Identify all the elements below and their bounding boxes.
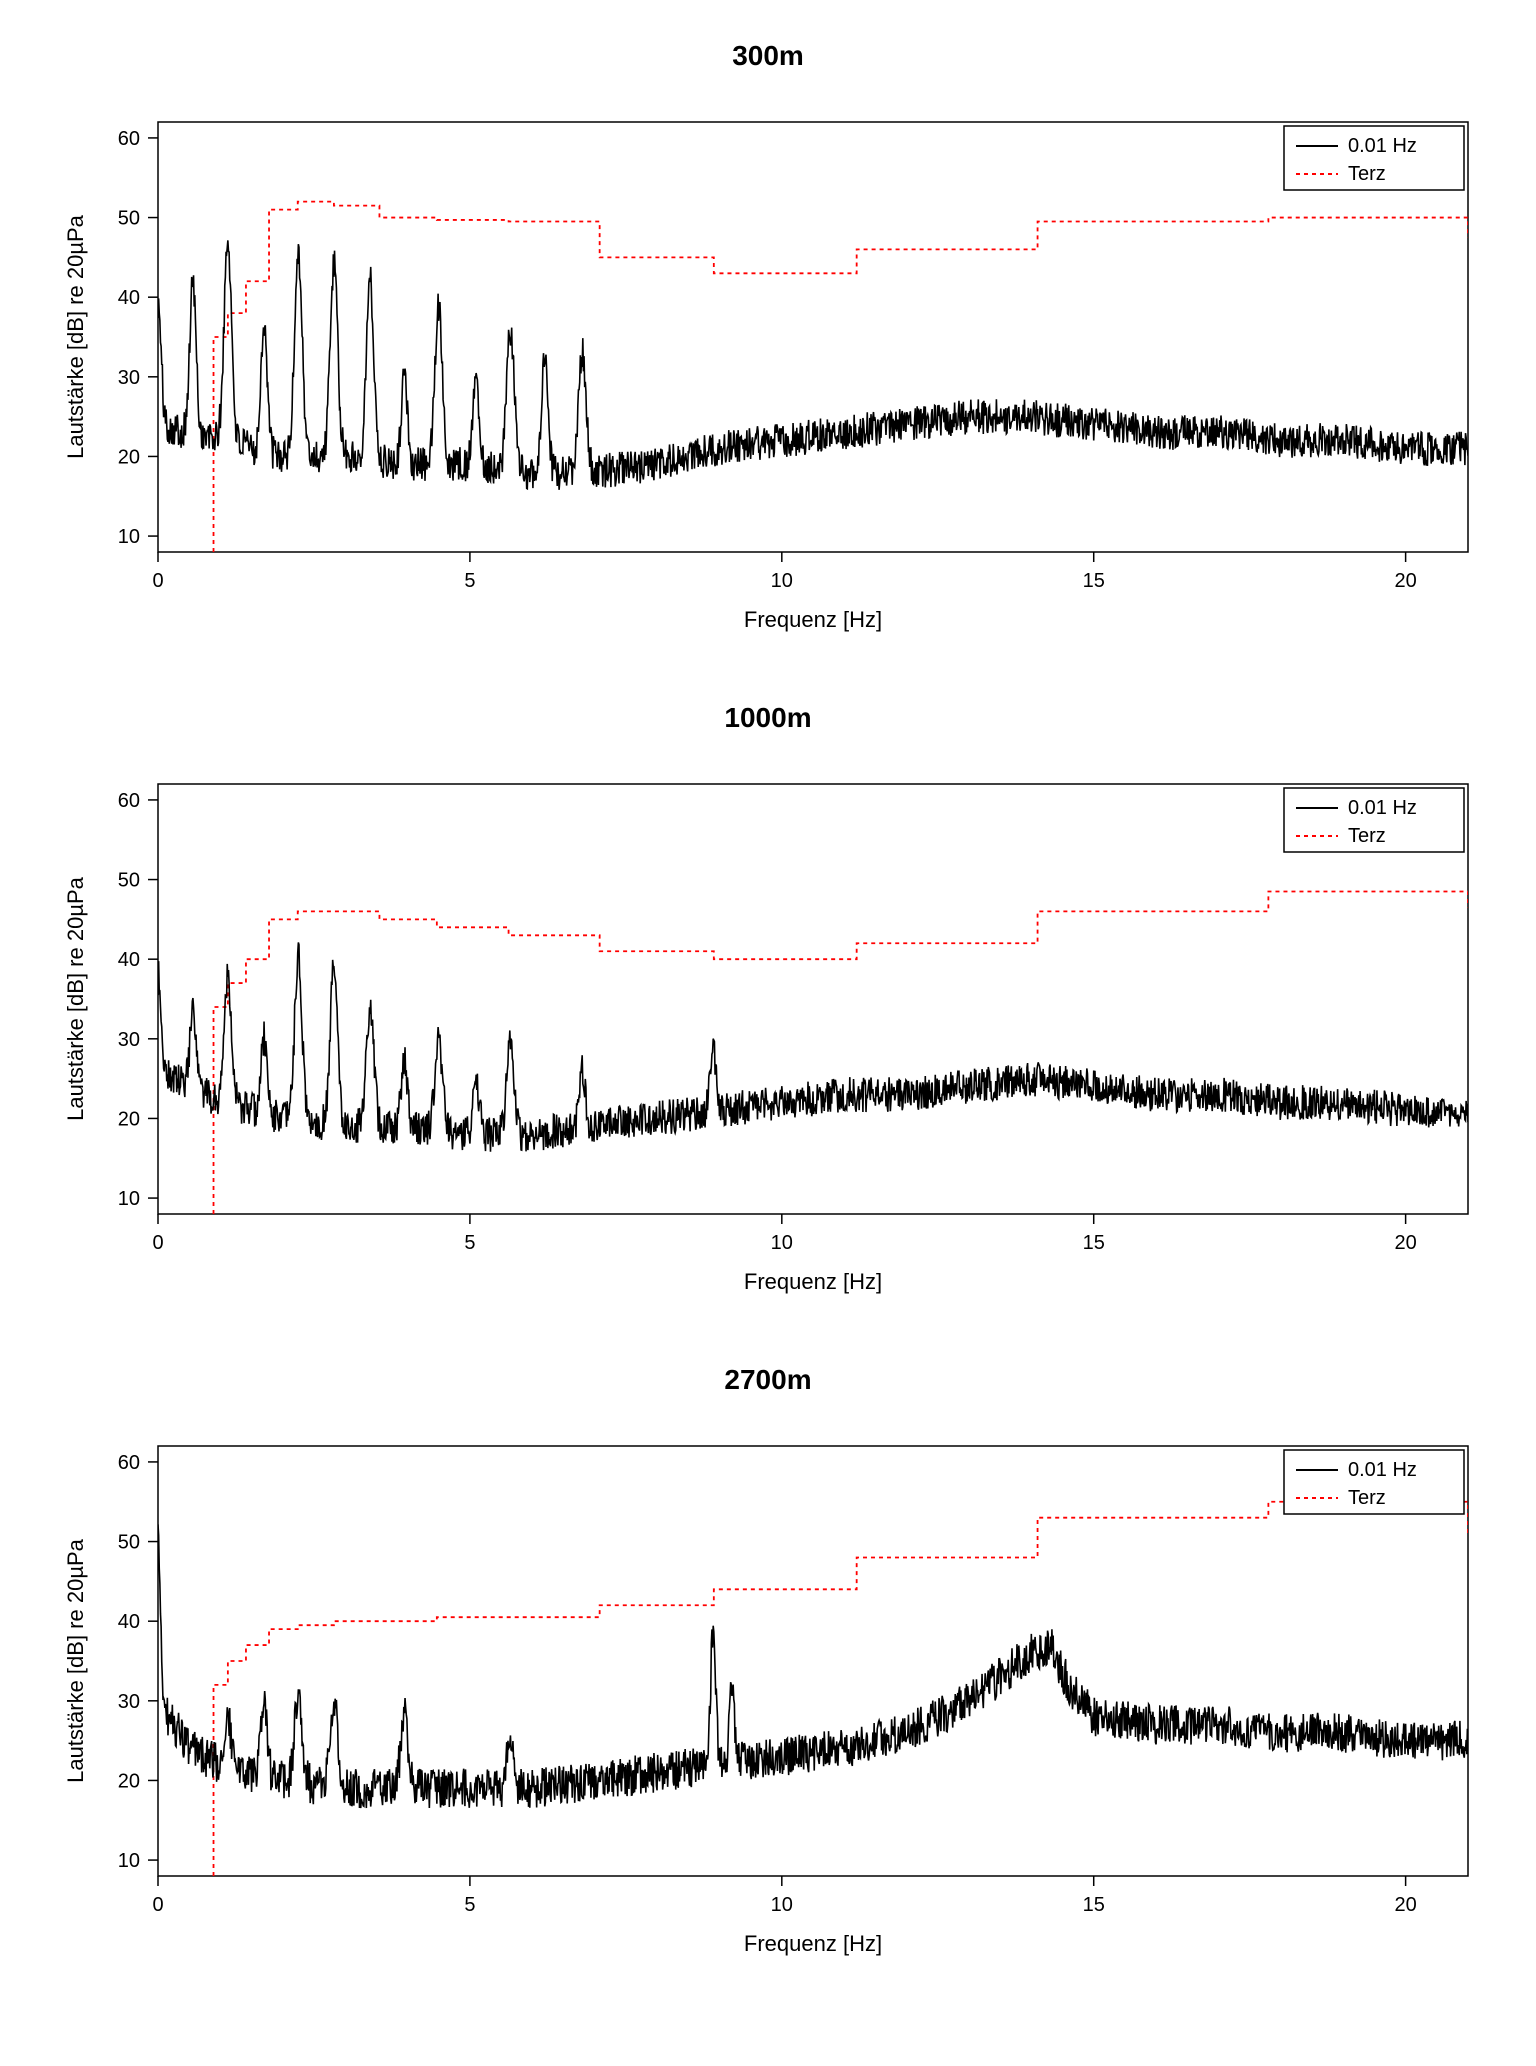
x-axis-label: Frequenz [Hz] [744, 1931, 882, 1956]
svg-text:40: 40 [118, 949, 140, 971]
x-axis-label: Frequenz [Hz] [744, 1269, 882, 1294]
chart-panel: 300m 0 5 10 15 20 10 20 30 40 50 60 Frequenz [Hz] Lau… [20, 40, 1516, 652]
spectrum-line [158, 240, 1468, 489]
svg-text:20: 20 [1394, 1232, 1416, 1254]
svg-text:0: 0 [152, 1232, 163, 1254]
terz-line [214, 1502, 1468, 1876]
legend: 0.01 Hz Terz [1284, 126, 1464, 190]
svg-text:10: 10 [118, 1188, 140, 1210]
svg-text:0.01 Hz: 0.01 Hz [1348, 135, 1417, 157]
chart-svg: 0 5 10 15 20 10 20 30 40 50 60 Frequenz [Hz] Lautstä… [38, 92, 1498, 652]
svg-text:10: 10 [771, 1894, 793, 1916]
x-axis-label: Frequenz [Hz] [744, 607, 882, 632]
legend: 0.01 Hz Terz [1284, 1450, 1464, 1514]
svg-text:20: 20 [118, 446, 140, 468]
svg-text:60: 60 [118, 128, 140, 150]
svg-text:0.01 Hz: 0.01 Hz [1348, 797, 1417, 819]
svg-text:20: 20 [1394, 1894, 1416, 1916]
svg-text:40: 40 [118, 287, 140, 309]
y-axis-label: Lautstärke [dB] re 20µPa [63, 876, 88, 1121]
svg-text:20: 20 [118, 1108, 140, 1130]
svg-text:20: 20 [118, 1770, 140, 1792]
panel-title: 2700m [20, 1364, 1516, 1396]
svg-text:10: 10 [771, 570, 793, 592]
svg-text:30: 30 [118, 1691, 140, 1713]
svg-text:50: 50 [118, 1532, 140, 1554]
terz-line [214, 892, 1468, 1215]
svg-text:30: 30 [118, 367, 140, 389]
svg-text:30: 30 [118, 1029, 140, 1051]
svg-text:50: 50 [118, 870, 140, 892]
chart-svg: 0 5 10 15 20 10 20 30 40 50 60 Frequenz [Hz] Lautstä… [38, 754, 1498, 1314]
svg-text:10: 10 [118, 526, 140, 548]
spectrum-line [158, 1524, 1468, 1808]
y-axis-label: Lautstärke [dB] re 20µPa [63, 214, 88, 459]
svg-text:60: 60 [118, 790, 140, 812]
svg-text:15: 15 [1083, 1894, 1105, 1916]
svg-text:5: 5 [464, 1232, 475, 1254]
svg-text:5: 5 [464, 1894, 475, 1916]
terz-line [214, 202, 1468, 552]
svg-text:0: 0 [152, 570, 163, 592]
chart-root: 300m05101520102030405060Frequenz [Hz]Lau… [20, 40, 1516, 1976]
svg-text:10: 10 [118, 1850, 140, 1872]
chart-svg: 0 5 10 15 20 10 20 30 40 50 60 Frequenz [Hz] Lautstä… [38, 1416, 1498, 1976]
svg-text:15: 15 [1083, 570, 1105, 592]
svg-text:15: 15 [1083, 1232, 1105, 1254]
svg-text:50: 50 [118, 208, 140, 230]
svg-text:0: 0 [152, 1894, 163, 1916]
svg-text:20: 20 [1394, 570, 1416, 592]
chart-panel: 1000m 0 5 10 15 20 10 20 30 40 50 60 Frequenz [Hz] La… [20, 702, 1516, 1314]
chart-panel: 2700m 0 5 10 15 20 10 20 30 40 50 60 Frequenz [Hz] La… [20, 1364, 1516, 1976]
svg-text:Terz: Terz [1348, 1487, 1386, 1509]
spectrum-line [158, 942, 1468, 1151]
svg-text:Terz: Terz [1348, 163, 1386, 185]
svg-text:40: 40 [118, 1611, 140, 1633]
y-axis-label: Lautstärke [dB] re 20µPa [63, 1538, 88, 1783]
panel-title: 1000m [20, 702, 1516, 734]
svg-text:5: 5 [464, 570, 475, 592]
svg-text:60: 60 [118, 1452, 140, 1474]
panel-title: 300m [20, 40, 1516, 72]
svg-text:0.01 Hz: 0.01 Hz [1348, 1459, 1417, 1481]
svg-text:Terz: Terz [1348, 825, 1386, 847]
legend: 0.01 Hz Terz [1284, 788, 1464, 852]
svg-text:10: 10 [771, 1232, 793, 1254]
